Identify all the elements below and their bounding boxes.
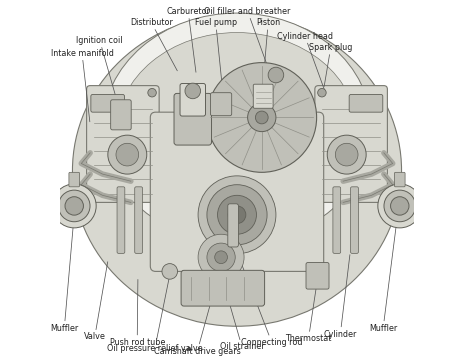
Circle shape — [378, 184, 422, 228]
FancyBboxPatch shape — [135, 187, 143, 253]
Circle shape — [52, 184, 96, 228]
Text: Ignition coil: Ignition coil — [76, 36, 123, 112]
Text: Fuel pump: Fuel pump — [195, 18, 237, 83]
Circle shape — [247, 103, 276, 132]
Circle shape — [65, 197, 83, 215]
FancyBboxPatch shape — [87, 86, 159, 202]
Circle shape — [198, 234, 244, 280]
Circle shape — [198, 176, 276, 254]
Circle shape — [185, 83, 201, 99]
Circle shape — [336, 143, 358, 166]
Text: Carburetor: Carburetor — [166, 7, 210, 72]
Text: Camshaft drive gears: Camshaft drive gears — [154, 293, 241, 356]
Text: Spark plug: Spark plug — [309, 43, 353, 86]
Text: Oil pressure relief valve: Oil pressure relief valve — [107, 274, 203, 353]
Circle shape — [207, 185, 267, 245]
Text: Piston: Piston — [256, 18, 280, 86]
Circle shape — [327, 135, 366, 174]
Circle shape — [255, 111, 268, 124]
FancyBboxPatch shape — [150, 112, 324, 271]
FancyBboxPatch shape — [351, 187, 358, 253]
Text: Valve: Valve — [84, 262, 108, 341]
Text: Muffler: Muffler — [50, 209, 78, 332]
FancyBboxPatch shape — [181, 270, 264, 306]
FancyBboxPatch shape — [306, 262, 329, 289]
Ellipse shape — [102, 13, 372, 243]
Circle shape — [215, 251, 228, 263]
Text: Oil filler and breather: Oil filler and breather — [204, 7, 291, 65]
FancyBboxPatch shape — [91, 95, 125, 112]
FancyBboxPatch shape — [228, 204, 238, 247]
Text: Muffler: Muffler — [369, 209, 398, 332]
Circle shape — [116, 143, 138, 166]
Text: Connecting rod: Connecting rod — [235, 247, 302, 347]
Circle shape — [228, 206, 246, 223]
Text: Oil strainer: Oil strainer — [219, 295, 264, 351]
FancyBboxPatch shape — [349, 95, 383, 112]
Text: Cylinder: Cylinder — [324, 255, 357, 338]
Text: Intake manifold: Intake manifold — [51, 49, 113, 122]
Text: Distributor: Distributor — [130, 18, 177, 71]
Circle shape — [384, 190, 416, 222]
FancyBboxPatch shape — [117, 187, 125, 253]
Circle shape — [268, 67, 284, 83]
Circle shape — [207, 62, 317, 172]
FancyBboxPatch shape — [333, 187, 341, 253]
Circle shape — [58, 190, 90, 222]
Text: Cylinder head: Cylinder head — [277, 31, 333, 90]
Circle shape — [207, 243, 235, 271]
FancyBboxPatch shape — [210, 93, 232, 116]
Text: Thermostat: Thermostat — [285, 283, 332, 343]
FancyBboxPatch shape — [110, 100, 131, 130]
FancyBboxPatch shape — [253, 84, 273, 108]
FancyBboxPatch shape — [69, 172, 80, 187]
FancyBboxPatch shape — [180, 84, 206, 116]
Circle shape — [391, 197, 409, 215]
Circle shape — [108, 135, 147, 174]
FancyBboxPatch shape — [315, 86, 387, 202]
Circle shape — [148, 89, 156, 97]
FancyBboxPatch shape — [394, 172, 405, 187]
Circle shape — [218, 195, 256, 234]
Text: Push rod tube: Push rod tube — [109, 280, 165, 347]
Ellipse shape — [117, 32, 357, 231]
Ellipse shape — [73, 15, 401, 326]
FancyBboxPatch shape — [174, 94, 211, 145]
Circle shape — [318, 89, 326, 97]
Circle shape — [162, 263, 178, 279]
